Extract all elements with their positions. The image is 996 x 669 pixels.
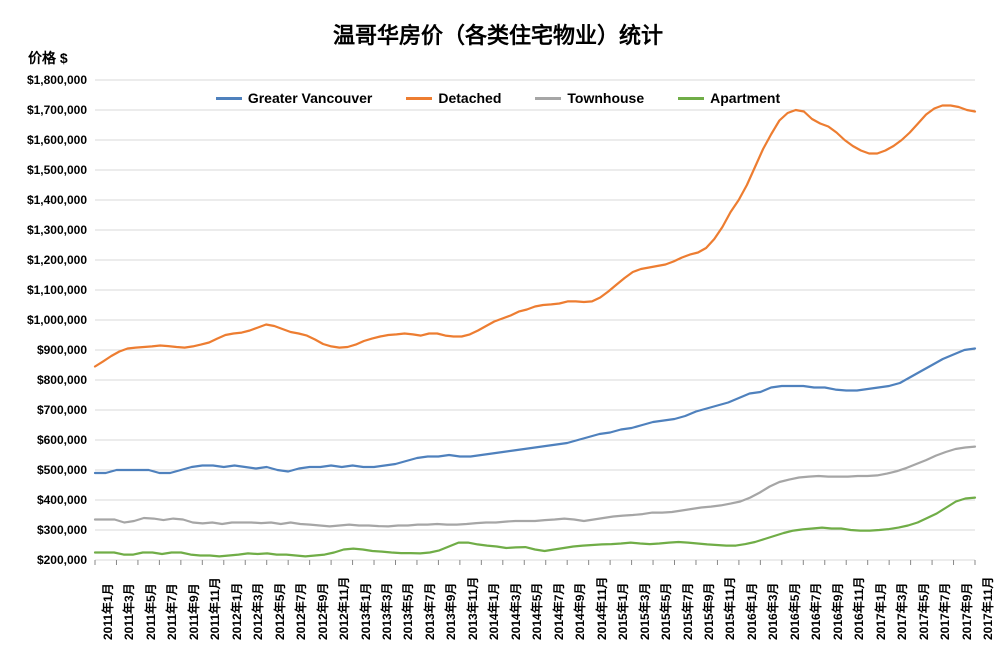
x-axis-labels: 2011年1月2011年3月 2011年5月2011年7月 2011年9月2011年… <box>95 562 975 662</box>
svg-text:$1,100,000: $1,100,000 <box>27 283 87 297</box>
svg-text:$700,000: $700,000 <box>37 403 87 417</box>
x-tick-label: 2014年9月 <box>571 583 588 640</box>
x-tick-label: 2012年1月 <box>228 583 245 640</box>
series-townhouse <box>95 447 975 527</box>
x-tick-label: 2012年5月 <box>271 583 288 640</box>
x-tick-label: 2013年7月 <box>421 583 438 640</box>
svg-text:$1,700,000: $1,700,000 <box>27 103 87 117</box>
svg-text:$1,000,000: $1,000,000 <box>27 313 87 327</box>
x-tick-label: 2012年9月 <box>314 583 331 640</box>
x-tick-label: 2014年5月 <box>528 583 545 640</box>
x-tick-label: 2016年5月 <box>786 583 803 640</box>
svg-text:$900,000: $900,000 <box>37 343 87 357</box>
x-tick-label: 2011年1月 <box>99 583 116 640</box>
svg-text:$1,600,000: $1,600,000 <box>27 133 87 147</box>
chart-container: 温哥华房价（各类住宅物业）统计 价格 $ Greater Vancouver D… <box>0 0 996 669</box>
x-tick-label: 2014年11月 <box>593 577 610 640</box>
x-tick-label: 2015年7月 <box>679 583 696 640</box>
x-tick-label: 2016年11月 <box>850 577 867 640</box>
y-axis-label: 价格 $ <box>28 48 68 68</box>
x-tick-label: 2013年11月 <box>464 577 481 640</box>
x-tick-label: 2013年5月 <box>399 583 416 640</box>
x-tick-label: 2012年3月 <box>249 583 266 640</box>
x-tick-label: 2014年3月 <box>507 583 524 640</box>
x-tick-label: 2011年7月 <box>163 583 180 640</box>
svg-text:$400,000: $400,000 <box>37 493 87 507</box>
x-tick-label: 2015年9月 <box>700 583 717 640</box>
x-tick-label: 2015年1月 <box>614 583 631 640</box>
x-tick-label: 2013年9月 <box>442 583 459 640</box>
x-tick-label: 2014年7月 <box>550 583 567 640</box>
x-tick-label: 2017年7月 <box>936 583 953 640</box>
series-apartment <box>95 498 975 557</box>
svg-text:$500,000: $500,000 <box>37 463 87 477</box>
x-tick-label: 2017年3月 <box>893 583 910 640</box>
svg-text:$1,500,000: $1,500,000 <box>27 163 87 177</box>
x-tick-label: 2017年9月 <box>958 583 975 640</box>
x-tick-label: 2016年7月 <box>807 583 824 640</box>
svg-text:$1,300,000: $1,300,000 <box>27 223 87 237</box>
x-tick-label: 2016年9月 <box>829 583 846 640</box>
x-tick-label: 2016年1月 <box>743 583 760 640</box>
x-tick-label: 2015年5月 <box>657 583 674 640</box>
svg-text:$800,000: $800,000 <box>37 373 87 387</box>
series-detached <box>95 106 975 367</box>
x-tick-label: 2014年1月 <box>485 583 502 640</box>
x-tick-label: 2012年11月 <box>335 577 352 640</box>
svg-text:$200,000: $200,000 <box>37 553 87 567</box>
x-tick-label: 2017年1月 <box>872 583 889 640</box>
svg-text:$1,400,000: $1,400,000 <box>27 193 87 207</box>
x-tick-label: 2013年1月 <box>357 583 374 640</box>
series-greater-vancouver <box>95 349 975 474</box>
x-tick-label: 2011年11月 <box>206 577 223 640</box>
x-tick-label: 2017年11月 <box>979 577 996 640</box>
svg-text:$300,000: $300,000 <box>37 523 87 537</box>
svg-text:$1,800,000: $1,800,000 <box>27 73 87 87</box>
x-tick-label: 2015年3月 <box>636 583 653 640</box>
svg-text:$600,000: $600,000 <box>37 433 87 447</box>
x-tick-label: 2011年3月 <box>120 583 137 640</box>
x-tick-label: 2011年5月 <box>142 583 159 640</box>
plot-area: $200,000$300,000$400,000$500,000$600,000… <box>95 80 975 560</box>
chart-svg: $200,000$300,000$400,000$500,000$600,000… <box>95 80 975 560</box>
x-tick-label: 2016年3月 <box>764 583 781 640</box>
svg-text:$1,200,000: $1,200,000 <box>27 253 87 267</box>
x-tick-label: 2011年9月 <box>185 583 202 640</box>
chart-title: 温哥华房价（各类住宅物业）统计 <box>0 18 996 50</box>
x-tick-label: 2013年3月 <box>378 583 395 640</box>
x-tick-label: 2017年5月 <box>915 583 932 640</box>
x-tick-label: 2015年11月 <box>721 577 738 640</box>
x-tick-label: 2012年7月 <box>292 583 309 640</box>
